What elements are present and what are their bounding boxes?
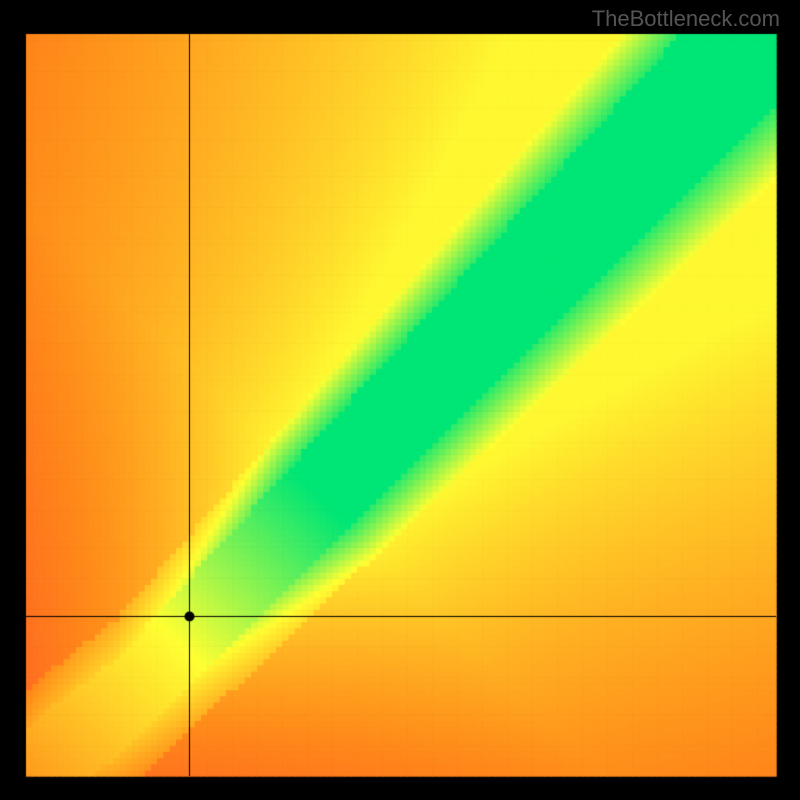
watermark-text: TheBottleneck.com bbox=[592, 6, 780, 32]
chart-container: TheBottleneck.com bbox=[0, 0, 800, 800]
bottleneck-heatmap bbox=[0, 0, 800, 800]
